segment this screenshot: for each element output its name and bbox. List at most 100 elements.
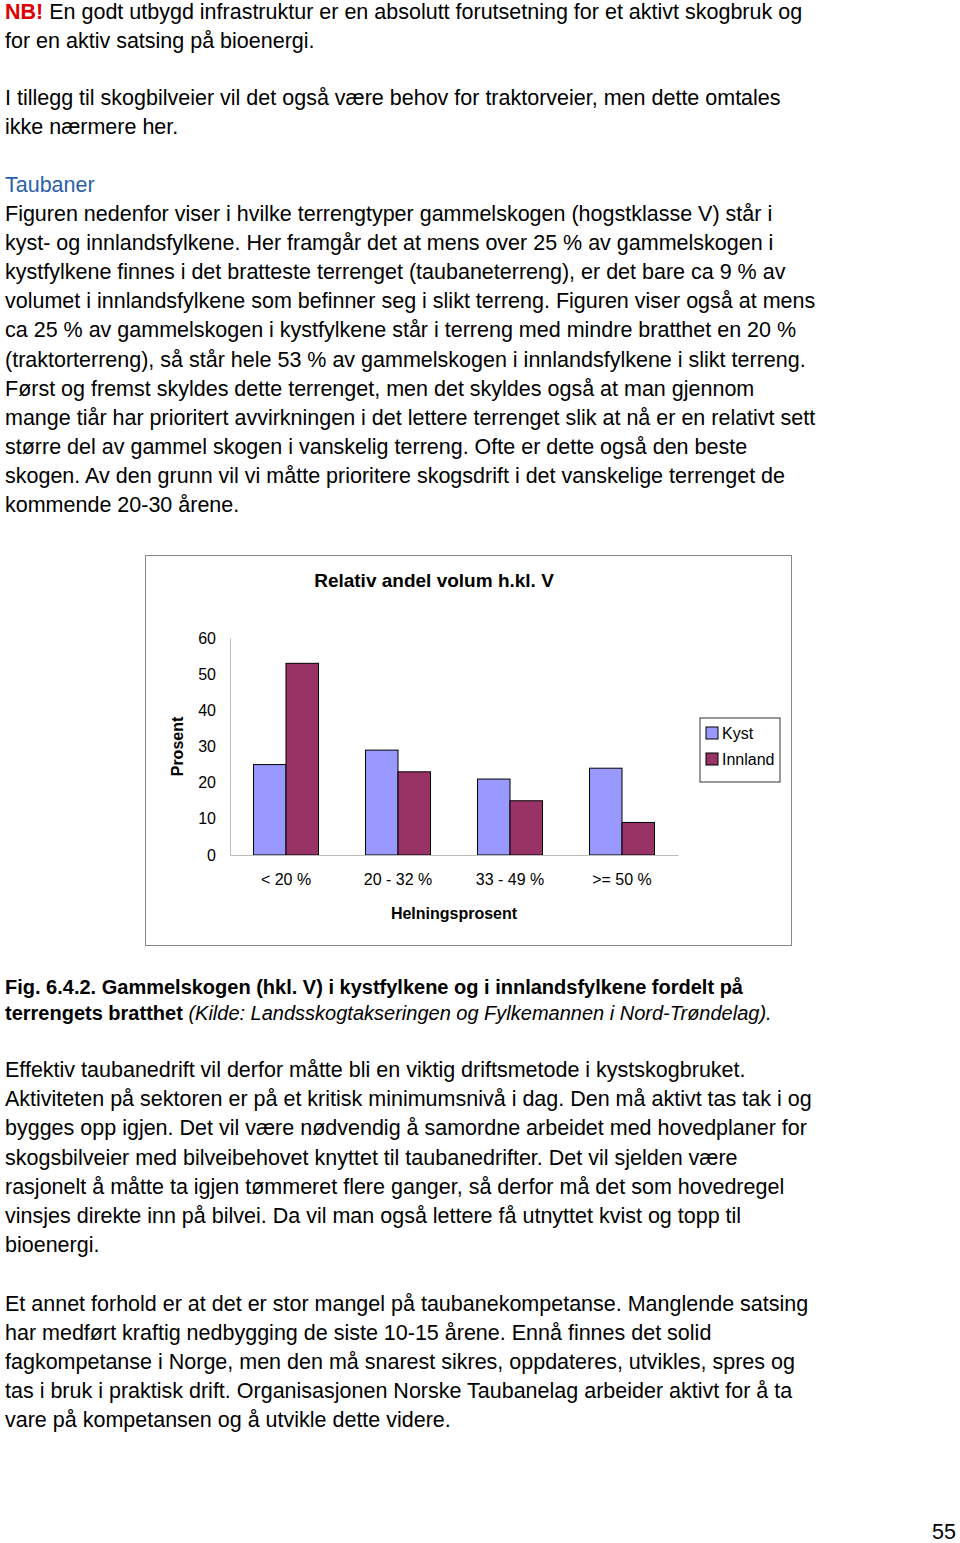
text-line: for en aktiv satsing på bioenergi.: [5, 27, 315, 56]
text-line: skogen. Av den grunn vil vi måtte priori…: [5, 462, 785, 491]
text-line: større del av gammel skogen i vanskelig …: [5, 433, 747, 462]
paragraph-text: mange tiår har prioritert avvirkningen i…: [5, 406, 815, 430]
text-line: I tillegg til skogbilveier vil det også …: [5, 84, 781, 113]
x-tick-label: 33 - 49 %: [476, 871, 544, 888]
text-line: Taubaner: [5, 171, 95, 200]
text-line: Fig. 6.4.2. Gammelskogen (hkl. V) i kyst…: [5, 974, 743, 1000]
paragraph-text: skogsbilveier med bilveibehovet knyttet …: [5, 1146, 738, 1170]
x-tick-label: 20 - 32 %: [364, 871, 432, 888]
paragraph-text: kyst- og innlandsfylkene. Her framgår de…: [5, 231, 773, 255]
paragraph-text: vinsjes direkte inn på bilvei. Da vil ma…: [5, 1204, 741, 1228]
bar: [366, 750, 398, 855]
paragraph-text: Aktiviteten på sektoren er på et kritisk…: [5, 1087, 812, 1111]
x-tick: >= 50 %: [592, 871, 652, 888]
paragraph-text: (traktorterreng), så står hele 53 % av g…: [5, 348, 806, 372]
paragraph-text: Figuren nedenfor viser i hvilke terrengt…: [5, 202, 772, 226]
text-line: ca 25 % av gammelskogen i kystfylkene st…: [5, 316, 796, 345]
paragraph-text: fagkompetanse i Norge, men den må snares…: [5, 1350, 795, 1374]
caption-text: Fig. 6.4.2. Gammelskogen (hkl. V) i kyst…: [5, 976, 743, 998]
bar: [478, 779, 510, 855]
legend-label: Innland: [722, 751, 775, 768]
y-tick: 30: [198, 738, 230, 755]
y-tick-label: 50: [198, 666, 216, 683]
x-tick: 20 - 32 %: [364, 871, 432, 888]
legend-label: Kyst: [722, 725, 754, 742]
bar: [286, 663, 318, 855]
y-axis: 0 10 20 30 40 50 60: [198, 630, 230, 864]
text-line: rasjonelt å måtte ta igjen tømmeret fler…: [5, 1173, 784, 1202]
y-axis-title: Prosent: [169, 716, 186, 776]
y-tick-label: 10: [198, 810, 216, 827]
x-tick-label: >= 50 %: [592, 871, 652, 888]
legend-swatch: [706, 753, 718, 765]
bar: [622, 822, 654, 855]
text-line: Et annet forhold er at det er stor mange…: [5, 1290, 808, 1319]
y-tick-label: 60: [198, 630, 216, 647]
paragraph-text: kystfylkene finnes i det bratteste terre…: [5, 260, 785, 284]
paragraph-text: Effektiv taubanedrift vil derfor måtte b…: [5, 1058, 746, 1082]
paragraph-text: ikke nærmere her.: [5, 115, 178, 139]
x-axis-title: Helningsprosent: [391, 905, 518, 922]
legend-swatch: [706, 727, 718, 739]
caption-source: (Kilde: Landsskogtakseringen og Fylkeman…: [188, 1002, 771, 1024]
text-line: terrengets bratthet (Kilde: Landsskogtak…: [5, 1000, 772, 1026]
bar: [254, 765, 286, 855]
text-line: Først og fremst skyldes dette terrenget,…: [5, 375, 754, 404]
section-heading: Taubaner: [5, 173, 95, 197]
text-line: Figuren nedenfor viser i hvilke terrengt…: [5, 200, 772, 229]
paragraph-text: kommende 20-30 årene.: [5, 493, 239, 517]
y-tick: 50: [198, 666, 230, 683]
caption-text: terrengets bratthet: [5, 1002, 183, 1024]
chart: Relativ andel volum h.kl. V 0 10 20 30 40 50 60…: [145, 555, 792, 946]
y-tick-label: 30: [198, 738, 216, 755]
x-axis-line: [231, 855, 679, 856]
text-line: tas i bruk i praktisk drift. Organisasjo…: [5, 1377, 792, 1406]
paragraph-text: større del av gammel skogen i vanskelig …: [5, 435, 747, 459]
bar: [510, 801, 542, 855]
y-tick: 10: [198, 810, 230, 827]
chart-frame: [146, 556, 792, 946]
text-line: mange tiår har prioritert avvirkningen i…: [5, 404, 815, 433]
text-line: bioenergi.: [5, 1231, 99, 1260]
x-tick-label: < 20 %: [261, 871, 311, 888]
paragraph-text: vare på kompetansen og å utvikle dette v…: [5, 1408, 451, 1432]
text-line: kyst- og innlandsfylkene. Her framgår de…: [5, 229, 773, 258]
paragraph-text: I tillegg til skogbilveier vil det også …: [5, 86, 781, 110]
bars: [254, 663, 655, 855]
x-axis: < 20 % 20 - 32 % 33 - 49 % >= 50 %: [231, 856, 679, 889]
text-line: (traktorterreng), så står hele 53 % av g…: [5, 346, 806, 375]
y-tick: 60: [198, 630, 230, 647]
paragraph-text: skogen. Av den grunn vil vi måtte priori…: [5, 464, 785, 488]
y-tick: 20: [198, 774, 230, 791]
notice-label: NB!: [5, 0, 43, 24]
chart-title: Relativ andel volum h.kl. V: [314, 570, 554, 591]
text-line: Aktiviteten på sektoren er på et kritisk…: [5, 1085, 812, 1114]
paragraph-text: har medført kraftig nedbygging de siste …: [5, 1321, 711, 1345]
paragraph-text: En godt utbygd infrastruktur er en absol…: [49, 0, 802, 24]
legend: Kyst Innland: [700, 718, 780, 782]
y-axis-line: [230, 639, 231, 856]
paragraph-text: tas i bruk i praktisk drift. Organisasjo…: [5, 1379, 792, 1403]
y-tick-label: 0: [207, 847, 216, 864]
text-line: Effektiv taubanedrift vil derfor måtte b…: [5, 1056, 746, 1085]
paragraph-text: Et annet forhold er at det er stor mange…: [5, 1292, 808, 1316]
text-line: bygges opp igjen. Det vil være nødvendig…: [5, 1114, 807, 1143]
paragraph-text: volumet i innlandsfylkene som befinner s…: [5, 289, 815, 313]
bar: [590, 768, 622, 855]
text-line: skogsbilveier med bilveibehovet knyttet …: [5, 1144, 738, 1173]
paragraph-text: bioenergi.: [5, 1233, 99, 1257]
bar: [398, 772, 430, 855]
text-line: vare på kompetansen og å utvikle dette v…: [5, 1406, 451, 1435]
paragraph-text: bygges opp igjen. Det vil være nødvendig…: [5, 1116, 807, 1140]
text-line: kommende 20-30 årene.: [5, 491, 239, 520]
x-tick: < 20 %: [261, 871, 311, 888]
text-line: har medført kraftig nedbygging de siste …: [5, 1319, 711, 1348]
text-line: fagkompetanse i Norge, men den må snares…: [5, 1348, 795, 1377]
y-tick-label: 40: [198, 702, 216, 719]
y-tick: 40: [198, 702, 230, 719]
text-line: vinsjes direkte inn på bilvei. Da vil ma…: [5, 1202, 741, 1231]
legend-frame: [700, 718, 780, 782]
paragraph-text: Først og fremst skyldes dette terrenget,…: [5, 377, 754, 401]
paragraph-text: for en aktiv satsing på bioenergi.: [5, 29, 315, 53]
y-tick: 0: [207, 847, 230, 864]
